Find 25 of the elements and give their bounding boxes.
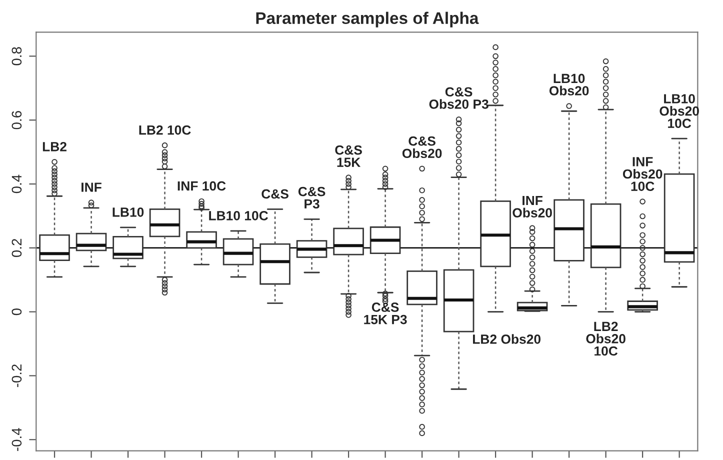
annotation: INF 10C [178, 181, 226, 191]
y-tick-label: -0.2 [12, 364, 22, 388]
annotation: C&S Obs20 [402, 136, 442, 158]
annotation: LB2 Obs20 10C [586, 322, 626, 356]
chart-title: Parameter samples of Alpha [256, 12, 479, 28]
y-tick-label: 0.8 [12, 47, 22, 66]
annotation: C&S P3 [298, 186, 326, 209]
annotation: LB2 [42, 142, 66, 152]
y-tick-label: -0.4 [12, 428, 22, 451]
annotation: C&S Obs20 P3 [429, 87, 488, 109]
annotation: LB10 Obs20 [549, 74, 589, 96]
annotation: LB2 10C [139, 125, 191, 135]
annotation: INF Obs20 10C [622, 157, 662, 191]
y-tick-label: 0.4 [12, 174, 22, 194]
annotation: C&S 15K [335, 145, 362, 167]
y-tick-label: 0.6 [12, 111, 22, 130]
annotation: LB10 10C [209, 211, 268, 220]
y-tick-label: 0 [12, 308, 22, 316]
y-tick-label: 0.2 [12, 238, 22, 257]
annotation: C&S 15K P3 [364, 302, 407, 324]
annotation: INF [82, 182, 102, 192]
annotation: C&S [262, 189, 288, 199]
annotation: LB2 Obs20 [473, 334, 541, 344]
annotation: LB10 [112, 208, 144, 217]
annotation: INF Obs20 [512, 196, 552, 218]
